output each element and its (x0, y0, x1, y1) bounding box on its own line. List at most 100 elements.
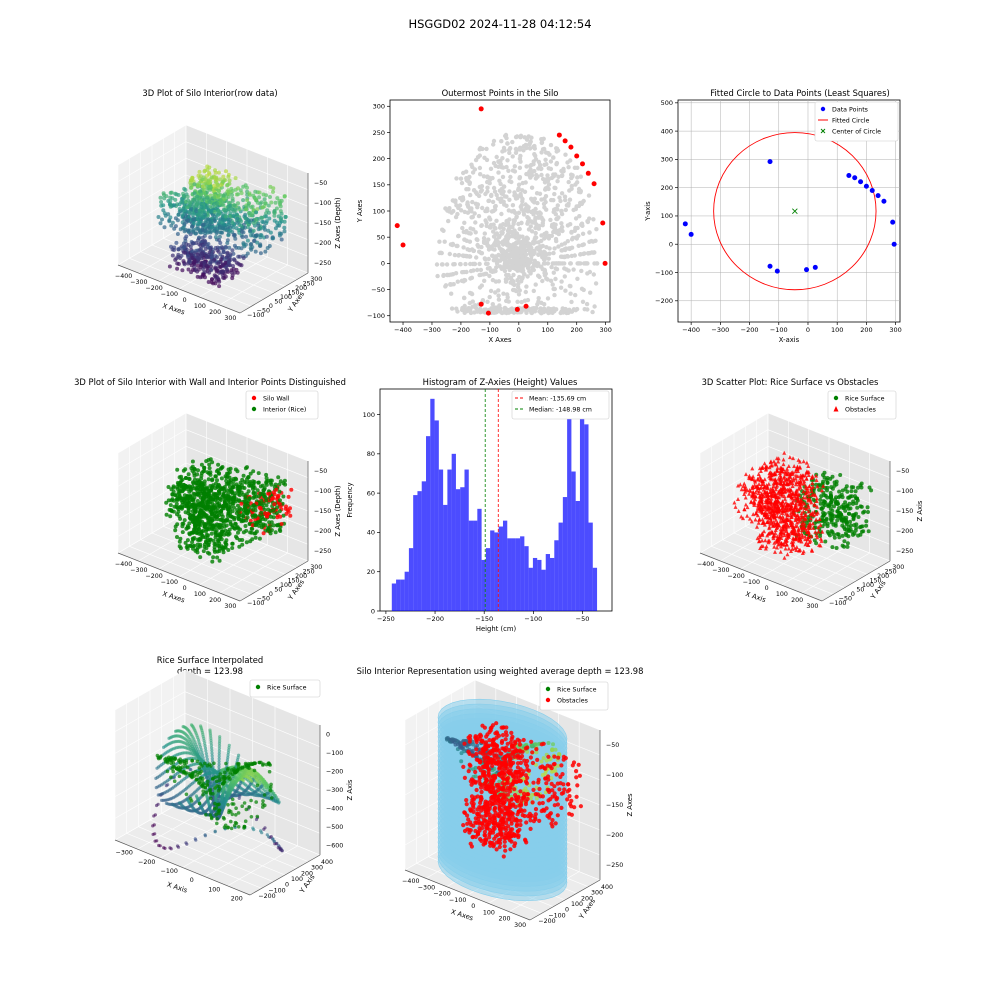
p5-histogram-bar (588, 522, 593, 611)
p2-scatter-point (550, 282, 555, 287)
p5-histogram-bar (400, 579, 405, 611)
p2-scatter-point (509, 179, 514, 185)
p6-point (841, 506, 846, 511)
p2-scatter-point (537, 191, 543, 196)
p1-point (202, 169, 207, 174)
p4-point (204, 539, 208, 544)
p4-point (264, 498, 269, 503)
p2-scatter-point (575, 276, 580, 281)
p1-point (238, 262, 242, 267)
p1-point (282, 219, 287, 224)
p1-point (263, 201, 268, 206)
p2-scatter-point (561, 310, 566, 315)
p6-point (842, 539, 847, 544)
p6-point (814, 541, 819, 546)
p1-point (186, 218, 191, 223)
p1-point (276, 214, 281, 219)
p4-point (193, 507, 197, 512)
p1-point (190, 241, 195, 246)
p2-scatter-point (534, 305, 539, 311)
p2-scatter-point (475, 237, 480, 243)
p1-point (191, 201, 196, 206)
p5-histogram-bar (592, 567, 598, 611)
p2-scatter-point (470, 214, 475, 220)
p5-ytick-label: 100 (363, 411, 375, 419)
p2-scatter-point (481, 174, 487, 179)
p2-scatter-point (502, 308, 508, 313)
p4-point (241, 530, 246, 535)
p4-point (264, 503, 269, 508)
p2-scatter-point (526, 259, 532, 264)
p6-point (834, 546, 839, 550)
p1-point (213, 275, 218, 280)
p2-scatter-point (533, 225, 538, 231)
p4-point (261, 517, 265, 521)
p2-scatter-point (461, 170, 466, 176)
p2-scatter-point (483, 261, 489, 266)
p2-scatter-point (531, 288, 536, 294)
p2-scatter-point (501, 145, 507, 151)
p1-point (202, 238, 207, 243)
p4-point (217, 558, 222, 563)
p1-point (195, 194, 200, 199)
p4-point (179, 484, 184, 489)
p4-point (178, 481, 183, 485)
p2-scatter-point (465, 203, 471, 208)
p4-point (230, 541, 235, 546)
p4-point (194, 481, 199, 486)
p3-data-point (881, 198, 887, 204)
p2-xlabel: X Axes (488, 336, 511, 344)
p1-point (225, 183, 230, 188)
p1-xtick-label: −300 (130, 279, 147, 286)
p5-histogram-bar (511, 538, 516, 611)
p6-point (856, 533, 861, 538)
p1-point (197, 242, 202, 247)
p2-scatter-point (520, 196, 525, 202)
p1-point (182, 245, 186, 250)
p2-scatter-point (551, 286, 556, 292)
p1-point (266, 203, 271, 208)
p5-xtick-label: −100 (524, 615, 542, 623)
p1-point (259, 233, 264, 238)
p2-scatter-point (581, 242, 586, 247)
p5-histogram-bar (545, 554, 551, 611)
p1-ytick-label: 0 (269, 303, 273, 310)
p5-histogram-bar (485, 548, 491, 611)
p2-scatter-point (454, 176, 459, 181)
p4-point (221, 550, 226, 555)
p2-scatter-point (481, 240, 487, 245)
p4-point (207, 466, 212, 471)
p6-point (859, 524, 864, 529)
p2-scatter-point (462, 295, 467, 301)
p1-point (180, 268, 185, 273)
p4-point (190, 459, 195, 464)
p4-point (253, 523, 258, 528)
p4-point (195, 531, 199, 536)
p1-point (251, 193, 256, 198)
p6-point (827, 533, 832, 538)
p1-point (209, 280, 214, 285)
p6-xtick-label: 200 (791, 597, 803, 604)
p2-scatter-point (510, 139, 515, 145)
p4-point (278, 514, 283, 519)
p2-scatter-point (505, 241, 510, 246)
p4-point (173, 528, 178, 533)
p2-scatter-point (585, 271, 590, 276)
p4-point (183, 510, 188, 515)
p2-scatter-point (523, 206, 529, 211)
p2-scatter-point (572, 165, 578, 170)
p4-point (273, 530, 278, 535)
p2-scatter-point (468, 268, 474, 274)
p4-point (233, 521, 238, 526)
p4-point (253, 514, 258, 519)
p2-scatter-point (442, 239, 447, 244)
p6-point (829, 518, 834, 522)
p4-point (255, 488, 260, 493)
p1-point (158, 195, 163, 200)
p2-scatter-point (480, 205, 485, 211)
p4-point (175, 535, 179, 539)
p4-point (214, 514, 218, 519)
p1-point (251, 228, 256, 233)
p2-scatter-point (447, 251, 452, 257)
p3-data-point (875, 193, 881, 199)
